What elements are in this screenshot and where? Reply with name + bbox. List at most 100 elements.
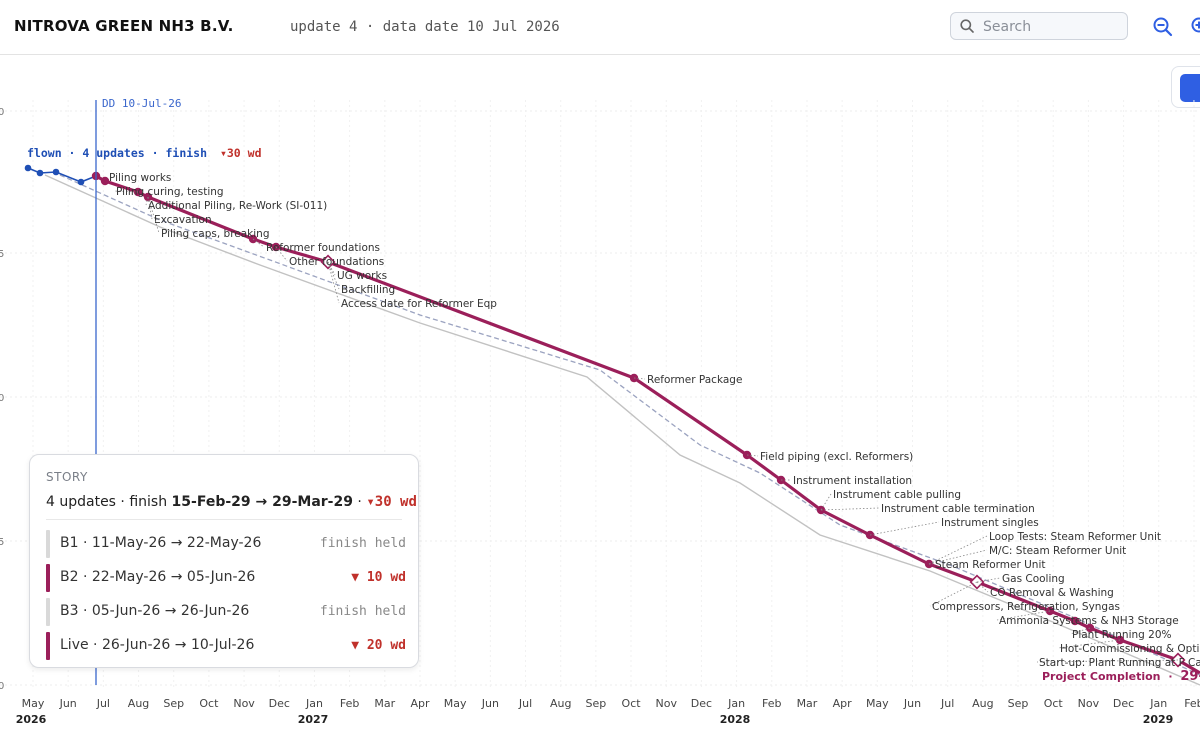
x-tick-label: Nov bbox=[233, 697, 255, 710]
completion-date: 29-Ma bbox=[1180, 669, 1200, 684]
milestone-label: Gas Cooling bbox=[1002, 573, 1065, 585]
milestone-label: M/C: Steam Reformer Unit bbox=[989, 545, 1126, 557]
story-panel: STORY 4 updates · finish 15-Feb-29 → 29-… bbox=[29, 454, 419, 668]
milestone-label: Reformer foundations bbox=[266, 242, 380, 254]
milestone-leader bbox=[869, 521, 940, 536]
zoom-in-button[interactable] bbox=[1190, 16, 1200, 38]
milestone-leader bbox=[147, 196, 160, 234]
milestone-label: Compressors, Refrigeration, Syngas bbox=[932, 601, 1120, 613]
x-tick-label: Oct bbox=[199, 697, 219, 710]
story-summary-sep: · bbox=[352, 494, 367, 510]
milestone-label: Plant Running 20% bbox=[1072, 629, 1172, 641]
milestone-label: Hot-Commissioning & Optim bbox=[1060, 643, 1200, 655]
y-tick-label: 5 bbox=[0, 249, 4, 260]
side-panel-toggle[interactable] bbox=[1171, 66, 1200, 108]
story-divider bbox=[46, 519, 402, 520]
live-milestone-point bbox=[1070, 616, 1080, 626]
story-heading: STORY bbox=[46, 470, 88, 484]
x-tick-label: Aug bbox=[128, 697, 149, 710]
milestone-label: Piling works bbox=[109, 172, 171, 184]
x-tick-label: May bbox=[444, 697, 467, 710]
row-marker bbox=[46, 598, 50, 626]
previous-update-line bbox=[59, 174, 1200, 676]
row-label: B3 · 05-Jun-26 → 26-Jun-26 bbox=[60, 603, 250, 619]
milestone-label: Access date for Reformer Eqp bbox=[341, 298, 497, 310]
x-tick-label: Oct bbox=[622, 697, 642, 710]
flown-label: flown · 4 updates · finish bbox=[27, 146, 207, 160]
milestone-leader bbox=[976, 581, 989, 593]
x-year-label: 2029 bbox=[1143, 713, 1174, 726]
milestone-label: Piling caps, breaking bbox=[161, 228, 270, 240]
flown-point bbox=[24, 164, 32, 172]
x-tick-label: May bbox=[22, 697, 45, 710]
x-tick-label: Aug bbox=[550, 697, 571, 710]
x-tick-label: Sep bbox=[1008, 697, 1029, 710]
milestone-leader bbox=[275, 246, 288, 262]
data-date-label: DD 10-Jul-26 bbox=[102, 97, 181, 110]
x-tick-label: Mar bbox=[797, 697, 818, 710]
x-tick-label: Sep bbox=[586, 697, 607, 710]
story-summary-slip: ▾30 wd bbox=[366, 494, 417, 510]
x-tick-label: Jul bbox=[518, 697, 532, 710]
story-row-live[interactable]: Live · 26-Jun-26 → 10-Jul-26 ▼ 20 wd bbox=[46, 632, 406, 660]
row-status: ▼ 10 wd bbox=[351, 570, 406, 585]
x-tick-label: Dec bbox=[269, 697, 290, 710]
row-marker bbox=[46, 632, 50, 660]
x-tick-label: Feb bbox=[1184, 697, 1200, 710]
x-axis: May Jun Jul Aug Sep Oct Nov Dec Jan Feb Mar Apr May J… bbox=[16, 697, 1200, 726]
svg-text:Project Completion ·: Project Completion · 29-Ma bbox=[1042, 669, 1200, 684]
x-tick-label: Jan bbox=[305, 697, 323, 710]
x-tick-label: Feb bbox=[340, 697, 359, 710]
milestone-label: Backfilling bbox=[341, 284, 395, 296]
zoom-out-icon bbox=[1153, 17, 1173, 37]
milestone-label: UG works bbox=[337, 270, 387, 282]
zoom-in-icon bbox=[1191, 17, 1200, 33]
row-label: Live · 26-Jun-26 → 10-Jul-26 bbox=[60, 637, 255, 653]
story-row-b3[interactable]: B3 · 05-Jun-26 → 26-Jun-26 finish held bbox=[46, 598, 406, 626]
x-tick-label: Oct bbox=[1044, 697, 1064, 710]
search-icon bbox=[960, 19, 974, 33]
row-marker bbox=[46, 530, 50, 558]
milestone-label: Other foundations bbox=[289, 256, 384, 268]
story-row-b1[interactable]: B1 · 11-May-26 → 22-May-26 finish held bbox=[46, 530, 406, 558]
milestone-label: Reformer Package bbox=[647, 374, 742, 386]
completion-label: Project Completion bbox=[1042, 670, 1161, 683]
flown-label-group: flown · 4 updates · finish ▾30 wd bbox=[27, 146, 262, 160]
x-tick-label: Apr bbox=[833, 697, 853, 710]
x-tick-label: Jan bbox=[727, 697, 745, 710]
x-year-label: 2026 bbox=[16, 713, 47, 726]
milestone-label: Steam Reformer Unit bbox=[935, 559, 1046, 571]
x-tick-label: Aug bbox=[972, 697, 993, 710]
top-bar: NITROVA GREEN NH3 B.V. update 4 · data d… bbox=[0, 0, 1200, 55]
x-tick-label: Dec bbox=[1113, 697, 1134, 710]
x-tick-label: Sep bbox=[163, 697, 184, 710]
story-row-b2[interactable]: B2 · 22-May-26 → 05-Jun-26 ▼ 10 wd bbox=[46, 564, 406, 592]
search-input[interactable] bbox=[981, 17, 1125, 37]
flown-point bbox=[77, 178, 85, 186]
milestone-label: Piling curing, testing bbox=[116, 186, 224, 198]
milestone-leader bbox=[976, 577, 1001, 583]
search-box[interactable] bbox=[950, 12, 1128, 40]
milestone-label: Ammonia Systems & NH3 Storage bbox=[999, 615, 1179, 627]
company-name: NITROVA GREEN NH3 B.V. bbox=[14, 17, 234, 35]
x-tick-label: Jul bbox=[96, 697, 110, 710]
milestone-leader bbox=[145, 196, 149, 206]
row-status: ▼ 20 wd bbox=[351, 638, 406, 653]
x-year-label: 2027 bbox=[298, 713, 329, 726]
flown-point bbox=[36, 169, 44, 177]
flown-point bbox=[52, 168, 60, 176]
milestone-label: Start-up: Plant Running at F Ca bbox=[1039, 657, 1200, 669]
x-tick-label: Apr bbox=[410, 697, 430, 710]
y-tick-label: 0 bbox=[0, 107, 4, 118]
milestone-leader bbox=[928, 549, 988, 565]
milestone-leader bbox=[820, 507, 880, 511]
milestone-leader bbox=[252, 238, 265, 248]
milestone-leader bbox=[327, 261, 336, 276]
baseline-line bbox=[44, 174, 1200, 686]
x-tick-label: Nov bbox=[1078, 697, 1100, 710]
milestone-label: Instrument cable termination bbox=[881, 503, 1035, 515]
milestone-label: Field piping (excl. Reformers) bbox=[760, 451, 913, 463]
completion-label-group: Project Completion · 29-Ma bbox=[1042, 669, 1200, 684]
zoom-out-button[interactable] bbox=[1152, 16, 1174, 38]
flown-slip: ▾30 wd bbox=[220, 146, 262, 160]
